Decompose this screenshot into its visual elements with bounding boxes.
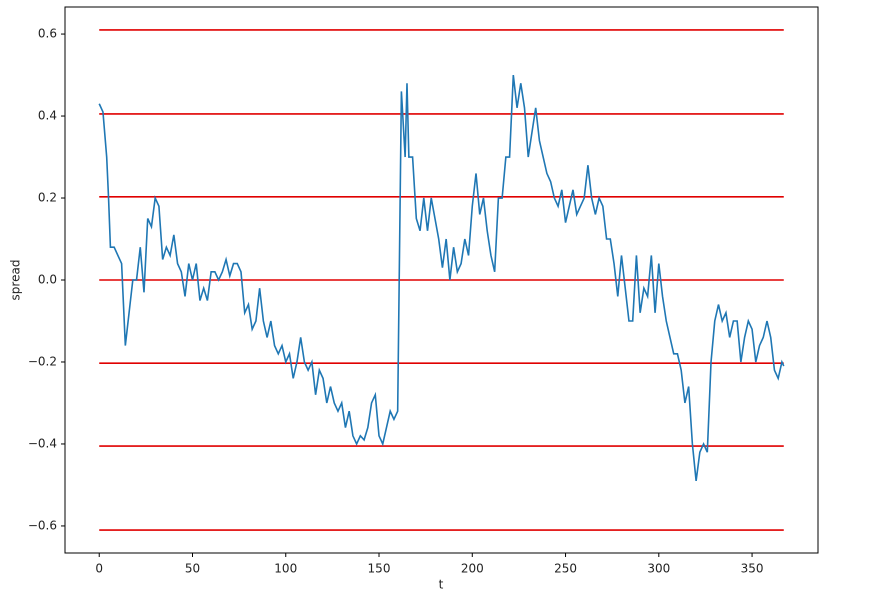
x-tick-label: 100 bbox=[274, 562, 297, 576]
data-line bbox=[98, 74, 785, 481]
x-tick-label: 50 bbox=[185, 562, 200, 576]
x-tick-label: 300 bbox=[647, 562, 670, 576]
x-tick-label: 150 bbox=[368, 562, 391, 576]
x-tick-label: 0 bbox=[95, 562, 103, 576]
x-tick-label: 250 bbox=[554, 562, 577, 576]
y-tick-label: 0.4 bbox=[38, 109, 57, 123]
y-tick-label: 0.2 bbox=[38, 191, 57, 205]
y-tick-label: −0.2 bbox=[28, 354, 57, 368]
y-tick-label: −0.4 bbox=[28, 436, 57, 450]
x-tick-label: 200 bbox=[461, 562, 484, 576]
y-tick-label: −0.6 bbox=[28, 518, 57, 532]
x-axis-label: t bbox=[439, 578, 444, 592]
y-axis-label: spread bbox=[9, 260, 23, 301]
y-tick-label: 0.6 bbox=[38, 27, 57, 41]
y-tick-label: 0.0 bbox=[38, 273, 57, 287]
x-tick-label: 350 bbox=[741, 562, 764, 576]
